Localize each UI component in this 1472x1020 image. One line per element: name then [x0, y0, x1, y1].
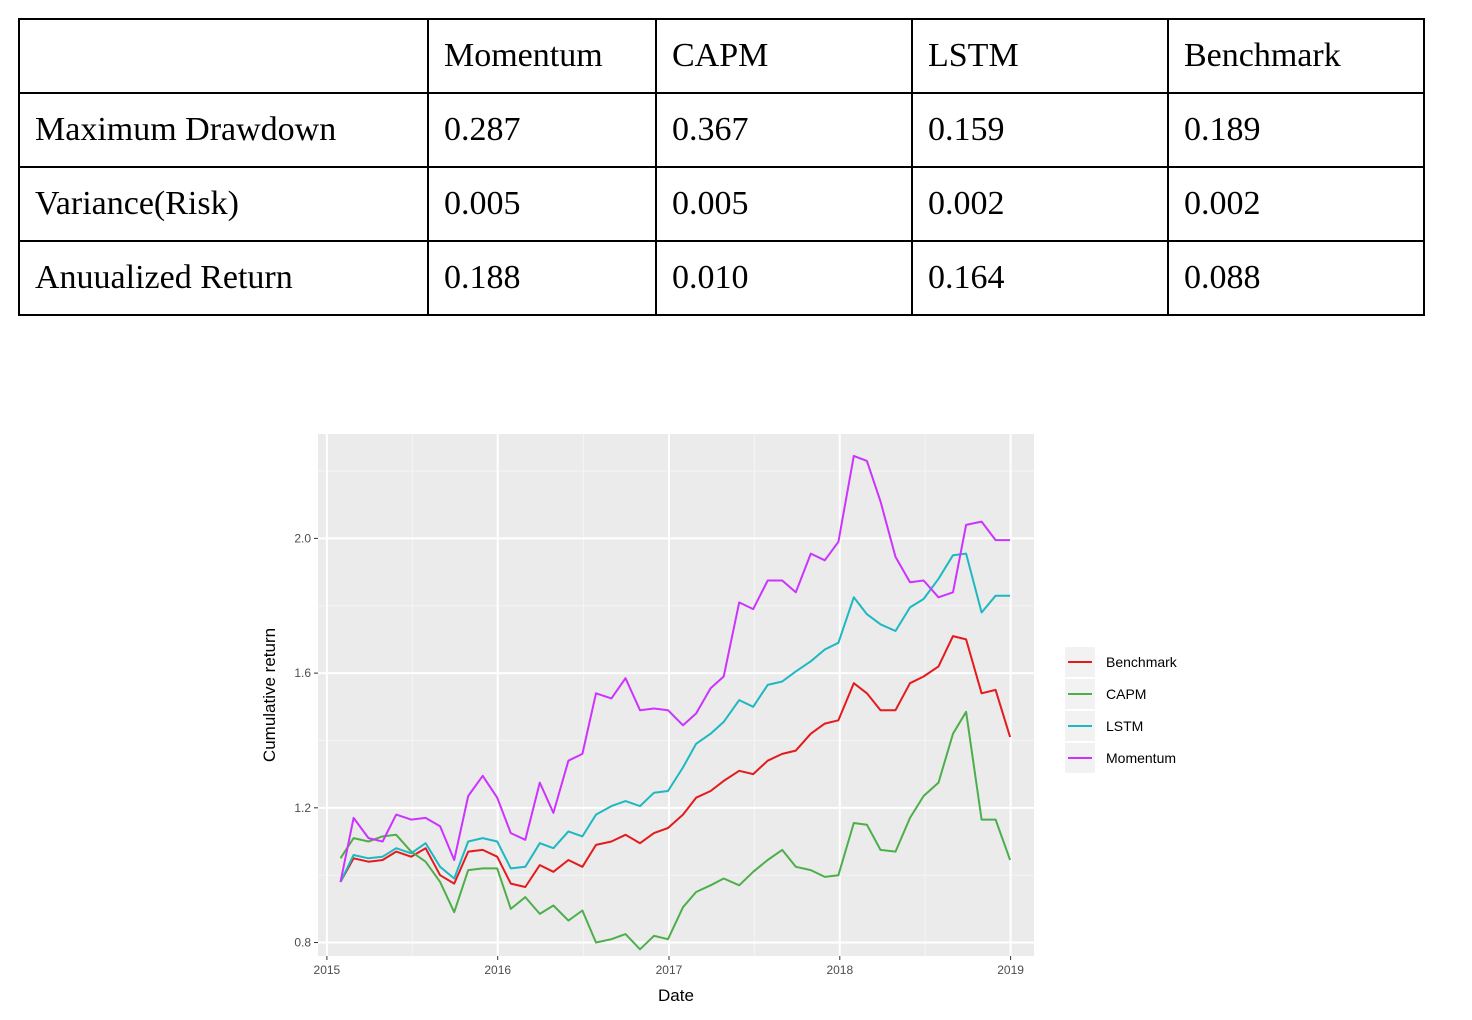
plot-panel	[318, 434, 1034, 956]
metrics-table: Momentum CAPM LSTM Benchmark Maximum Dra…	[18, 18, 1425, 316]
series-line-lstm	[339, 552, 1011, 883]
legend-item-benchmark: Benchmark	[1065, 647, 1178, 677]
x-axis: 2015 2016 2017 2018 2019	[314, 956, 1024, 977]
legend-label: Momentum	[1106, 750, 1176, 766]
table-row: Maximum Drawdown 0.287 0.367 0.159 0.189	[18, 92, 1425, 168]
table-cell: 0.002	[911, 166, 1169, 242]
x-tick-label: 2016	[484, 963, 511, 977]
row-label: Variance(Risk)	[18, 166, 429, 242]
x-tick-label: 2018	[826, 963, 853, 977]
series-line-capm	[339, 710, 1012, 951]
table-header-cell	[18, 18, 429, 94]
legend-label: Benchmark	[1106, 654, 1178, 670]
row-label: Maximum Drawdown	[18, 92, 429, 168]
legend-label: LSTM	[1106, 718, 1143, 734]
table-cell: 0.002	[1167, 166, 1425, 242]
y-tick-label: 0.8	[294, 936, 311, 950]
legend-item-momentum: Momentum	[1065, 743, 1176, 773]
y-axis-title: Cumulative return	[260, 628, 279, 762]
minor-gridlines	[318, 434, 1034, 956]
table-header-cell: Benchmark	[1167, 18, 1425, 94]
table-header-cell: LSTM	[911, 18, 1169, 94]
legend: Benchmark CAPM LSTM Momentum	[1065, 647, 1178, 773]
table-row: Anuualized Return 0.188 0.010 0.164 0.08…	[18, 240, 1425, 316]
table-cell: 0.367	[655, 92, 913, 168]
x-tick-label: 2017	[656, 963, 683, 977]
table-cell: 0.188	[427, 240, 657, 316]
y-tick-label: 1.2	[294, 801, 311, 815]
table-cell: 0.088	[1167, 240, 1425, 316]
legend-item-capm: CAPM	[1065, 679, 1146, 709]
table-header-cell: Momentum	[427, 18, 657, 94]
table-cell: 0.010	[655, 240, 913, 316]
table-header-row: Momentum CAPM LSTM Benchmark	[18, 18, 1425, 94]
table-row: Variance(Risk) 0.005 0.005 0.002 0.002	[18, 166, 1425, 242]
legend-item-lstm: LSTM	[1065, 711, 1143, 741]
x-axis-title: Date	[658, 986, 694, 1005]
table-cell: 0.287	[427, 92, 657, 168]
y-tick-label: 2.0	[294, 531, 311, 545]
series-lines	[339, 454, 1012, 951]
x-tick-label: 2015	[314, 963, 341, 977]
series-line-benchmark	[339, 635, 1012, 888]
table-header-cell: CAPM	[655, 18, 913, 94]
table-cell: 0.164	[911, 240, 1169, 316]
table-cell: 0.159	[911, 92, 1169, 168]
row-label: Anuualized Return	[18, 240, 429, 316]
table-cell: 0.189	[1167, 92, 1425, 168]
y-axis: 0.8 1.2 1.6 2.0	[294, 531, 318, 950]
major-gridlines	[318, 434, 1034, 956]
legend-label: CAPM	[1106, 686, 1146, 702]
series-line-momentum	[339, 454, 1011, 883]
x-tick-label: 2019	[997, 963, 1024, 977]
y-tick-label: 1.6	[294, 666, 311, 680]
table-cell: 0.005	[655, 166, 913, 242]
table-cell: 0.005	[427, 166, 657, 242]
